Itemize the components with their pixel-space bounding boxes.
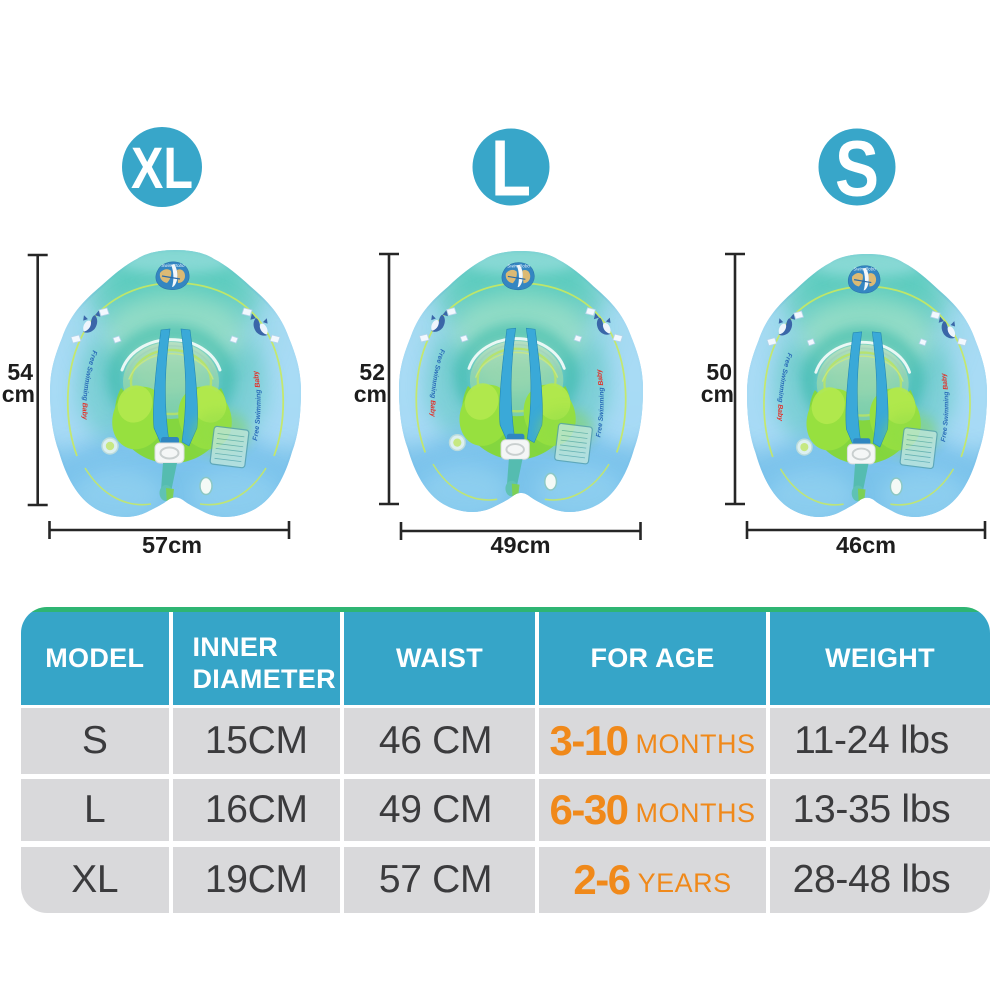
svg-text:50: 50 bbox=[706, 359, 732, 385]
svg-text:46cm: 46cm bbox=[836, 532, 896, 558]
svg-text:54: 54 bbox=[7, 359, 33, 385]
svg-text:cm: cm bbox=[701, 381, 734, 407]
svg-text:S: S bbox=[835, 124, 879, 213]
svg-text:L: L bbox=[491, 124, 531, 213]
svg-text:cm: cm bbox=[2, 381, 35, 407]
svg-text:57cm: 57cm bbox=[142, 532, 202, 558]
svg-text:cm: cm bbox=[354, 381, 387, 407]
svg-text:52: 52 bbox=[359, 359, 385, 385]
svg-text:49cm: 49cm bbox=[490, 532, 550, 558]
svg-text:XL: XL bbox=[131, 136, 193, 201]
